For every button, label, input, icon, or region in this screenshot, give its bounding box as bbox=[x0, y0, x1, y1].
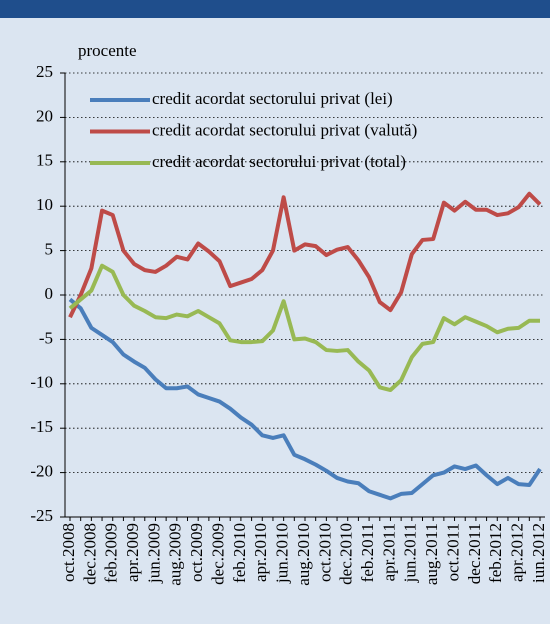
series-line bbox=[68, 297, 542, 501]
x-tick-label: dec.2010 bbox=[337, 523, 356, 585]
x-tick-label: dec.2008 bbox=[80, 523, 99, 585]
x-tick-label: oct.2008 bbox=[59, 523, 78, 582]
y-tick-label: 20 bbox=[36, 106, 53, 125]
x-tick-label: aug.2010 bbox=[294, 523, 313, 586]
x-tick-label: feb.2010 bbox=[230, 523, 249, 583]
x-tick-label: oct.2011 bbox=[443, 523, 462, 581]
y-tick-label: 5 bbox=[45, 240, 54, 259]
y-tick-label: -15 bbox=[30, 417, 53, 436]
series-line bbox=[68, 263, 540, 393]
x-tick-label: feb.2009 bbox=[102, 523, 121, 583]
y-tick-label: 0 bbox=[45, 284, 54, 303]
x-tick-label: feb.2011 bbox=[358, 523, 377, 582]
y-tick-label: -10 bbox=[30, 373, 53, 392]
series-line bbox=[68, 191, 542, 319]
y-tick-label: -5 bbox=[39, 328, 53, 347]
x-tick-label: aug.2011 bbox=[422, 523, 441, 585]
y-tick-label: 25 bbox=[36, 62, 53, 81]
x-tick-label: dec.2009 bbox=[208, 523, 227, 585]
legend-label: credit acordat sectorului privat (total) bbox=[152, 152, 406, 171]
x-tick-label: apr.2012 bbox=[508, 523, 527, 582]
header-bar bbox=[0, 0, 550, 18]
x-tick-label: apr.2011 bbox=[379, 523, 398, 581]
x-tick-label: iun.2012 bbox=[529, 523, 548, 583]
legend-label: credit acordat sectorului privat (valută… bbox=[152, 120, 417, 139]
x-tick-label: jun.2009 bbox=[144, 523, 163, 584]
legend-label: credit acordat sectorului privat (lei) bbox=[152, 89, 393, 108]
y-tick-label: -25 bbox=[30, 506, 53, 525]
x-tick-label: oct.2009 bbox=[187, 523, 206, 582]
x-tick-label: apr.2010 bbox=[251, 523, 270, 582]
y-tick-label: -20 bbox=[30, 462, 53, 481]
y-tick-label: 10 bbox=[36, 195, 53, 214]
x-tick-label: jun.2010 bbox=[273, 523, 292, 584]
x-tick-label: feb.2012 bbox=[486, 523, 505, 583]
x-tick-label: dec.2011 bbox=[465, 523, 484, 584]
x-tick-label: apr.2009 bbox=[123, 523, 142, 582]
x-tick-label: aug.2009 bbox=[166, 523, 185, 586]
x-tick-label: oct.2010 bbox=[315, 523, 334, 582]
x-tick-label: jun.2011 bbox=[401, 523, 420, 583]
y-tick-label: 15 bbox=[36, 151, 53, 170]
y-axis-label: procente bbox=[78, 41, 137, 60]
